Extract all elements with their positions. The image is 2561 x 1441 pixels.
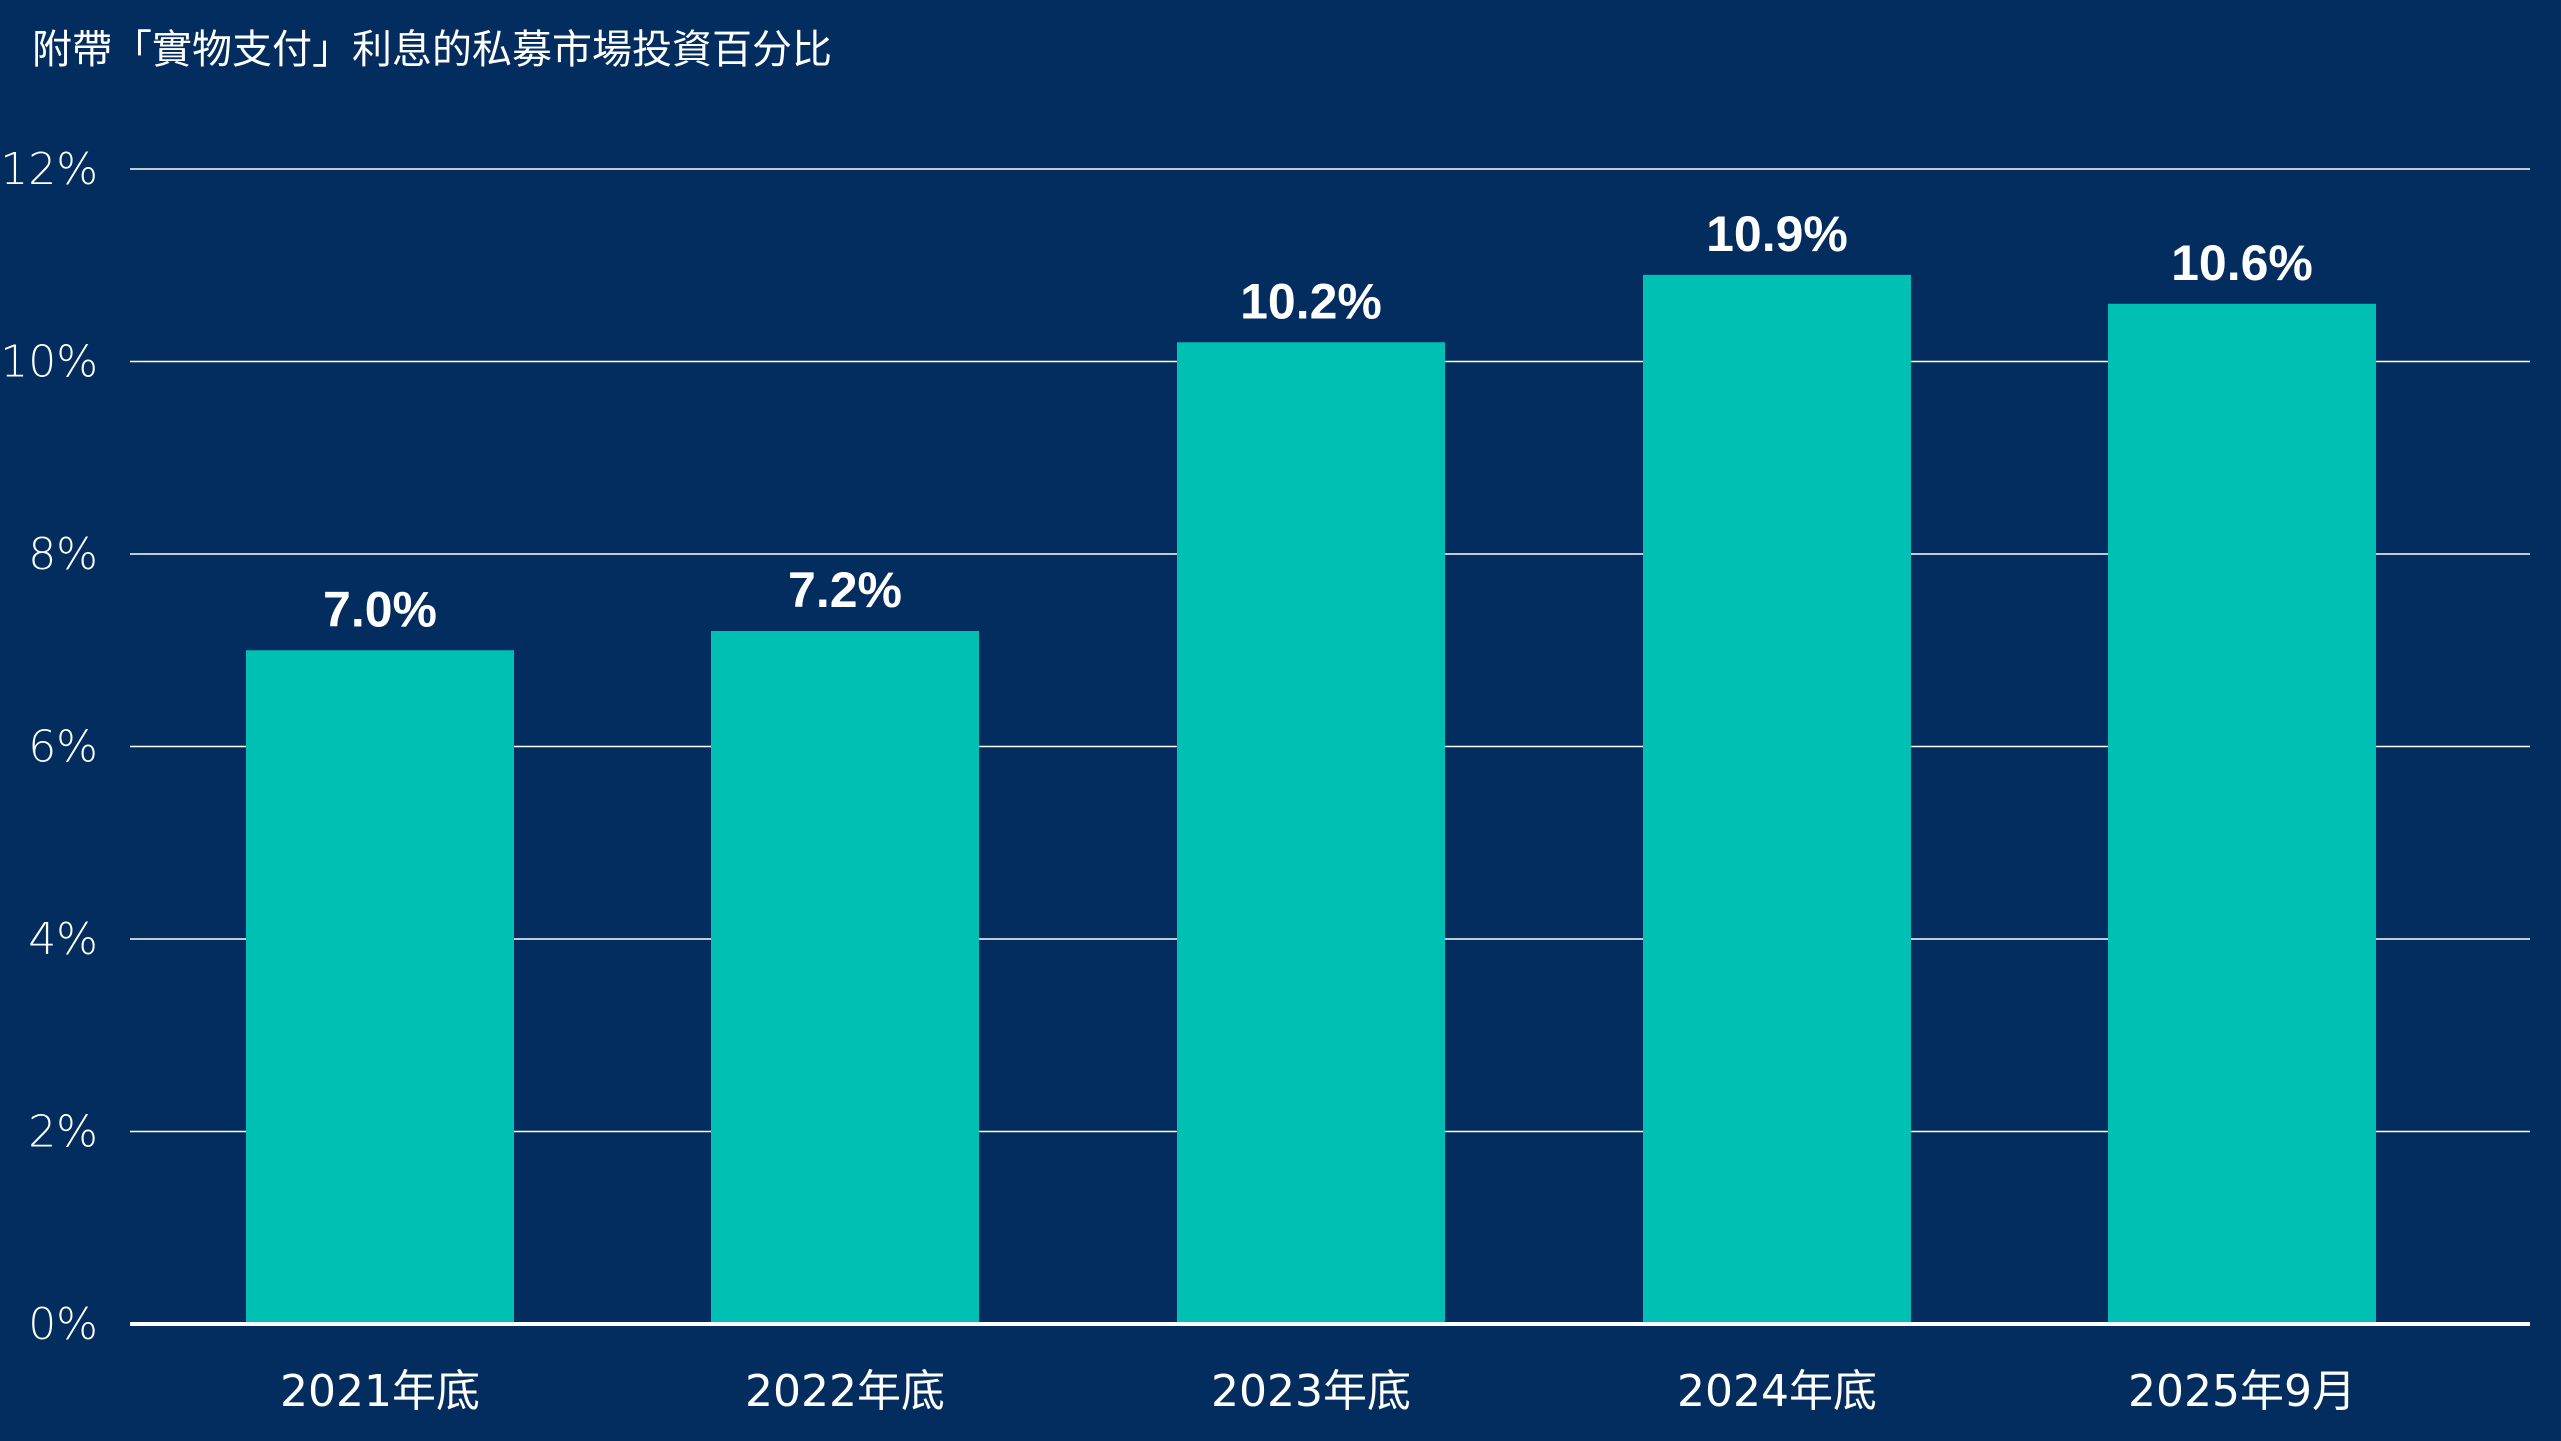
x-category-label: 2021年底 [280,1366,480,1417]
x-category-label: 2025年9月 [2128,1366,2356,1417]
x-category-label: 2022年底 [745,1366,945,1417]
bar [2108,303,2376,1322]
value-labels: 7.0% 7.2% 10.2% 10.9% 10.6% [323,206,2313,637]
bar [1177,342,1445,1322]
bar [711,631,979,1322]
bar-value-label: 7.0% [323,581,437,637]
y-tick-label: 12% [0,144,98,195]
bar-value-label: 10.9% [1706,206,1848,262]
chart-title: 附帶「實物支付」利息的私募市場投資百分比 [32,27,832,73]
y-axis-ticks: 0% 2% 4% 6% 8% 10% 12% [0,144,98,1350]
bar [246,650,514,1322]
y-tick-label: 4% [28,914,98,965]
bars [246,274,2376,1322]
y-tick-label: 10% [0,337,98,388]
x-axis-categories: 2021年底 2022年底 2023年底 2024年底 2025年9月 [280,1366,2356,1417]
bar-value-label: 10.2% [1240,273,1382,329]
bar [1643,274,1911,1322]
bar-value-label: 7.2% [788,562,902,618]
y-tick-label: 2% [28,1107,98,1158]
bar-value-label: 10.6% [2171,235,2313,291]
x-category-label: 2024年底 [1677,1366,1877,1417]
y-tick-label: 8% [28,529,98,580]
y-tick-label: 6% [28,722,98,773]
y-tick-label: 0% [28,1299,98,1350]
x-category-label: 2023年底 [1211,1366,1411,1417]
